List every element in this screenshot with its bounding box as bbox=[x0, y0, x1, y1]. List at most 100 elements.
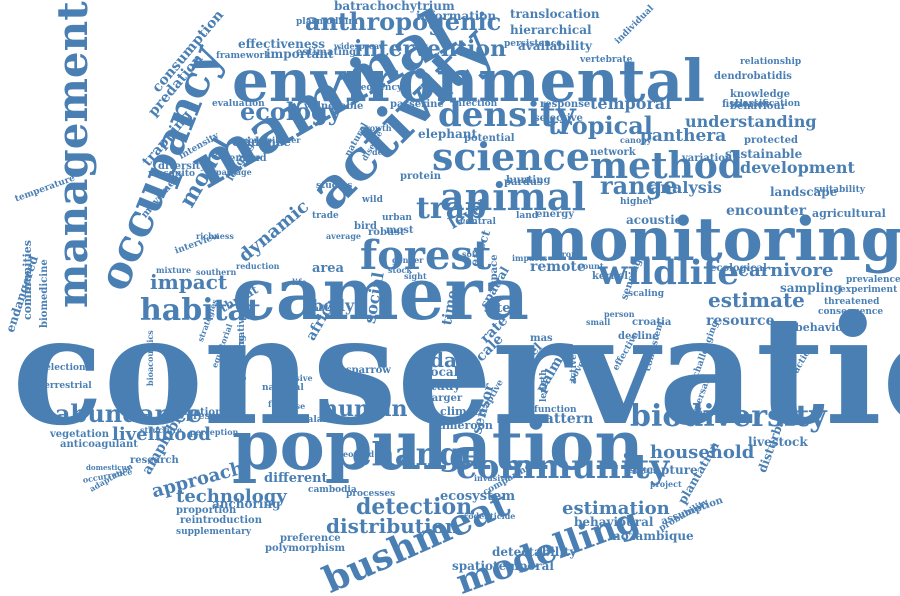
word: camera bbox=[232, 251, 530, 336]
word: remote bbox=[530, 259, 586, 275]
word: batrachochytrium bbox=[334, 0, 455, 13]
word: wildlife bbox=[598, 253, 739, 293]
word: robust bbox=[368, 227, 405, 238]
word: estimate bbox=[708, 288, 805, 312]
word: agricultural bbox=[812, 207, 886, 220]
word: local bbox=[426, 365, 459, 379]
word: livelihood bbox=[112, 424, 211, 445]
word: anchoring bbox=[212, 497, 281, 511]
word: active bbox=[569, 354, 579, 384]
word: research bbox=[130, 455, 179, 466]
word: wild bbox=[362, 195, 383, 205]
word: anthropogenic bbox=[305, 7, 502, 36]
word: rodenticide bbox=[464, 511, 516, 521]
word: cameroon bbox=[432, 419, 493, 432]
word: mixture bbox=[156, 265, 192, 275]
word: environmental bbox=[232, 47, 706, 115]
word: estimation bbox=[562, 498, 670, 519]
word: forest bbox=[360, 232, 492, 279]
word: carnivore bbox=[738, 260, 834, 281]
word: ecological bbox=[710, 263, 767, 274]
word: demand bbox=[222, 153, 267, 164]
word: project bbox=[650, 479, 682, 489]
word: preference bbox=[280, 533, 341, 544]
word: structure bbox=[140, 425, 182, 435]
word: change bbox=[352, 435, 482, 473]
word: vegetation bbox=[50, 429, 109, 440]
word: estimating bbox=[296, 47, 357, 58]
word: vertebrate bbox=[580, 55, 633, 65]
word: management bbox=[48, 1, 97, 308]
word: information bbox=[416, 9, 497, 23]
word: mas bbox=[530, 333, 553, 344]
word: passerine bbox=[390, 99, 444, 110]
word: availability bbox=[518, 39, 592, 53]
word: evaluation bbox=[212, 99, 265, 109]
word: response bbox=[540, 99, 591, 110]
word: framework bbox=[216, 51, 271, 61]
word: densities bbox=[692, 407, 733, 417]
word: different bbox=[264, 471, 328, 486]
word: scaling bbox=[628, 289, 665, 299]
word: vulnerable bbox=[304, 101, 364, 112]
word: communities bbox=[21, 240, 34, 320]
word: area bbox=[312, 261, 344, 276]
word: detection bbox=[356, 494, 473, 520]
word: threatened bbox=[824, 297, 880, 307]
word: classification bbox=[734, 99, 801, 109]
word: selection bbox=[40, 363, 86, 373]
word: invasive bbox=[474, 473, 510, 483]
word: prevalence bbox=[846, 275, 900, 285]
word: urban bbox=[382, 213, 412, 223]
word: passage bbox=[216, 167, 252, 177]
word: translocation bbox=[510, 7, 600, 21]
word: higher bbox=[620, 197, 654, 207]
word: infection bbox=[452, 99, 498, 109]
word: development bbox=[740, 158, 855, 177]
word: encounter bbox=[726, 203, 807, 219]
word: food bbox=[268, 399, 288, 409]
word: passive bbox=[280, 373, 313, 383]
word: leopard bbox=[340, 449, 375, 459]
word: function bbox=[534, 405, 577, 415]
word: spillover bbox=[262, 135, 301, 145]
word: household bbox=[650, 442, 755, 463]
word: behaviour bbox=[730, 101, 786, 112]
word: livestock bbox=[748, 435, 808, 449]
word: persistence bbox=[504, 39, 562, 49]
word: conservation bbox=[12, 283, 900, 459]
word: mosquito bbox=[148, 169, 196, 179]
word: canopy bbox=[620, 135, 652, 145]
word: habitat bbox=[140, 293, 261, 328]
word: mozambique bbox=[608, 529, 694, 543]
word: frequency bbox=[352, 83, 403, 93]
word: site bbox=[484, 301, 511, 316]
word: science bbox=[432, 134, 591, 179]
word: community bbox=[456, 447, 670, 487]
word: protected bbox=[744, 135, 798, 146]
word: intervention bbox=[354, 36, 507, 62]
word: average bbox=[326, 231, 362, 241]
word: impacts bbox=[512, 253, 548, 263]
word: plasmodium bbox=[296, 17, 358, 27]
word: soil bbox=[462, 249, 478, 259]
word: range bbox=[600, 171, 678, 200]
word: sight bbox=[404, 271, 427, 281]
word: population bbox=[232, 406, 644, 486]
word: abundance bbox=[55, 399, 202, 428]
word: understanding bbox=[685, 112, 817, 131]
word: polymorphism bbox=[265, 543, 346, 554]
word: analysis bbox=[650, 178, 722, 197]
word: fisheries bbox=[722, 99, 770, 110]
word: biodiversity bbox=[630, 399, 827, 434]
word: small bbox=[586, 317, 611, 327]
word: knowledge bbox=[730, 89, 790, 100]
word: landscape bbox=[770, 185, 838, 199]
word: growth bbox=[360, 123, 392, 133]
word: mouse bbox=[276, 401, 306, 411]
word: effectiveness bbox=[238, 37, 326, 51]
word: croatia bbox=[632, 317, 672, 328]
word: animal bbox=[440, 174, 586, 219]
word: proportion bbox=[176, 505, 237, 516]
word: stock bbox=[388, 265, 412, 275]
